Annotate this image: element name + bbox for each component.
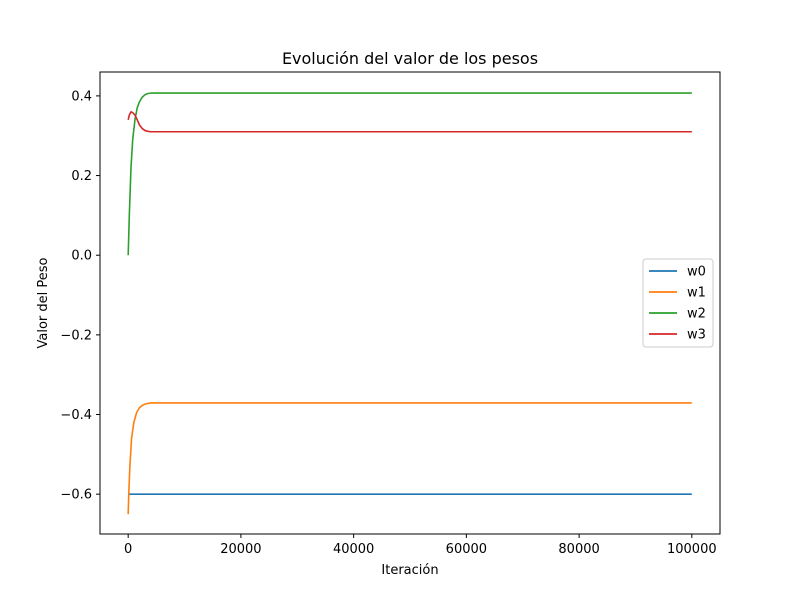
y-tick-label: −0.2 xyxy=(60,328,92,343)
legend-label-w3: w3 xyxy=(687,328,706,343)
x-tick-label: 0 xyxy=(124,542,132,557)
y-tick-label: 0.0 xyxy=(71,249,92,264)
legend-label-w2: w2 xyxy=(687,307,706,322)
y-axis-label: Valor del Peso xyxy=(36,257,51,348)
legend-box xyxy=(642,258,714,348)
x-tick-label: 40000 xyxy=(333,542,374,557)
legend: w0 w1 w2 w3 xyxy=(642,258,714,348)
x-tick-label: 80000 xyxy=(558,542,599,557)
x-axis: 0 20000 40000 60000 80000 100000 xyxy=(124,534,717,557)
plot-frame xyxy=(99,71,721,535)
y-axis: −0.6 −0.4 −0.2 0.0 0.2 0.4 xyxy=(60,89,100,503)
series-line-w1 xyxy=(127,402,692,515)
series-line-w2 xyxy=(127,92,692,256)
y-tick-label: −0.4 xyxy=(60,408,92,423)
series-lines xyxy=(127,92,692,515)
y-tick-label: 0.2 xyxy=(71,169,92,184)
y-tick-label: −0.6 xyxy=(60,488,92,503)
x-tick-label: 100000 xyxy=(667,542,717,557)
legend-label-w1: w1 xyxy=(687,286,706,301)
x-tick-label: 20000 xyxy=(220,542,261,557)
y-tick-label: 0.4 xyxy=(71,89,92,104)
legend-label-w0: w0 xyxy=(687,265,706,280)
chart-title: Evolución del valor de los pesos xyxy=(282,49,538,68)
x-axis-label: Iteración xyxy=(381,563,438,578)
series-line-w3 xyxy=(127,111,692,133)
x-tick-label: 60000 xyxy=(446,542,487,557)
